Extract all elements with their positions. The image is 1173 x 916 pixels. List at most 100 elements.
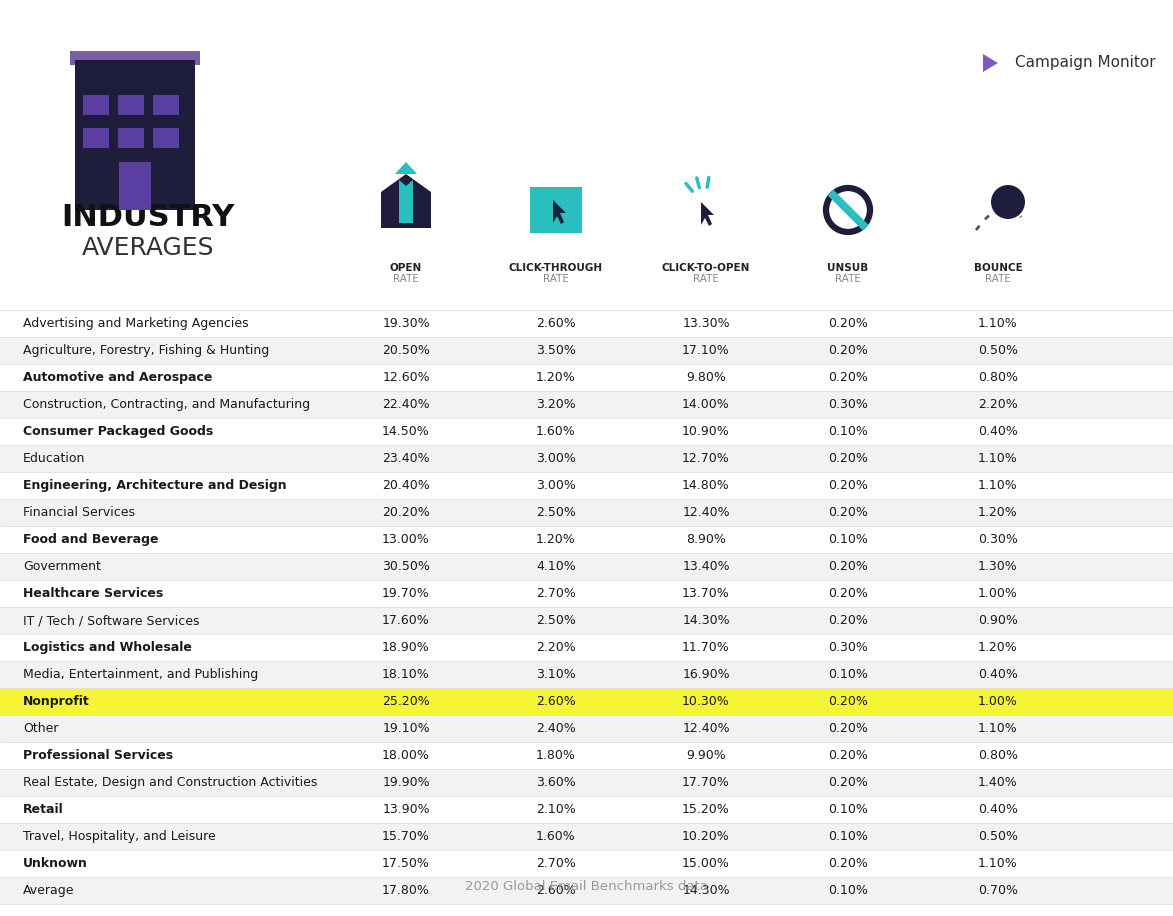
Text: 19.10%: 19.10% bbox=[382, 722, 429, 735]
Text: 2.60%: 2.60% bbox=[536, 884, 576, 897]
Text: 1.80%: 1.80% bbox=[536, 749, 576, 762]
Text: RATE: RATE bbox=[985, 274, 1011, 284]
Text: 2.50%: 2.50% bbox=[536, 614, 576, 627]
Text: 1.40%: 1.40% bbox=[978, 776, 1018, 789]
Bar bbox=[381, 192, 430, 228]
Text: 3.00%: 3.00% bbox=[536, 452, 576, 465]
Text: 0.30%: 0.30% bbox=[828, 641, 868, 654]
Text: 17.10%: 17.10% bbox=[683, 344, 730, 357]
Text: 0.70%: 0.70% bbox=[978, 884, 1018, 897]
Text: 12.70%: 12.70% bbox=[683, 452, 730, 465]
Text: 0.20%: 0.20% bbox=[828, 695, 868, 708]
Text: Retail: Retail bbox=[23, 803, 63, 816]
Text: 19.90%: 19.90% bbox=[382, 776, 429, 789]
Text: 0.20%: 0.20% bbox=[828, 749, 868, 762]
Text: OPEN: OPEN bbox=[389, 263, 422, 273]
Text: 17.80%: 17.80% bbox=[382, 884, 430, 897]
Text: 3.50%: 3.50% bbox=[536, 344, 576, 357]
Text: 13.30%: 13.30% bbox=[683, 317, 730, 330]
Text: Financial Services: Financial Services bbox=[23, 506, 135, 519]
Text: 12.40%: 12.40% bbox=[683, 506, 730, 519]
Text: 1.10%: 1.10% bbox=[978, 857, 1018, 870]
Text: 0.20%: 0.20% bbox=[828, 317, 868, 330]
Text: 2.50%: 2.50% bbox=[536, 506, 576, 519]
Text: Government: Government bbox=[23, 560, 101, 573]
Text: 0.20%: 0.20% bbox=[828, 344, 868, 357]
Text: 3.10%: 3.10% bbox=[536, 668, 576, 681]
Text: 2.20%: 2.20% bbox=[536, 641, 576, 654]
Text: 1.20%: 1.20% bbox=[978, 641, 1018, 654]
Text: 1.10%: 1.10% bbox=[978, 479, 1018, 492]
Text: INDUSTRY: INDUSTRY bbox=[61, 203, 235, 233]
Text: 0.10%: 0.10% bbox=[828, 425, 868, 438]
Text: 14.30%: 14.30% bbox=[683, 614, 730, 627]
Text: 0.20%: 0.20% bbox=[828, 371, 868, 384]
Bar bbox=[0, 337, 1173, 364]
Text: RATE: RATE bbox=[693, 274, 719, 284]
Text: 20.20%: 20.20% bbox=[382, 506, 429, 519]
Bar bbox=[118, 95, 144, 115]
Polygon shape bbox=[552, 200, 567, 224]
Text: 1.00%: 1.00% bbox=[978, 695, 1018, 708]
Text: 1.60%: 1.60% bbox=[536, 830, 576, 843]
Text: 9.90%: 9.90% bbox=[686, 749, 726, 762]
Text: Education: Education bbox=[23, 452, 86, 465]
Text: 2.70%: 2.70% bbox=[536, 857, 576, 870]
Bar bbox=[75, 60, 195, 210]
Bar bbox=[0, 850, 1173, 877]
Text: 2.60%: 2.60% bbox=[536, 317, 576, 330]
Text: 1.10%: 1.10% bbox=[978, 452, 1018, 465]
Text: 25.20%: 25.20% bbox=[382, 695, 429, 708]
Text: 19.70%: 19.70% bbox=[382, 587, 429, 600]
Text: 0.30%: 0.30% bbox=[978, 533, 1018, 546]
Bar bbox=[152, 95, 179, 115]
Text: Healthcare Services: Healthcare Services bbox=[23, 587, 163, 600]
Text: 13.00%: 13.00% bbox=[382, 533, 429, 546]
Text: 0.80%: 0.80% bbox=[978, 371, 1018, 384]
Text: 1.10%: 1.10% bbox=[978, 317, 1018, 330]
Text: 0.20%: 0.20% bbox=[828, 452, 868, 465]
Bar bbox=[0, 310, 1173, 337]
Bar bbox=[152, 128, 179, 148]
Text: RATE: RATE bbox=[543, 274, 569, 284]
Text: 2.40%: 2.40% bbox=[536, 722, 576, 735]
Text: CLICK-THROUGH: CLICK-THROUGH bbox=[509, 263, 603, 273]
Text: 18.90%: 18.90% bbox=[382, 641, 429, 654]
Text: 15.70%: 15.70% bbox=[382, 830, 430, 843]
Bar bbox=[0, 391, 1173, 418]
Text: 12.60%: 12.60% bbox=[382, 371, 429, 384]
Text: RATE: RATE bbox=[393, 274, 419, 284]
Text: Automotive and Aerospace: Automotive and Aerospace bbox=[23, 371, 212, 384]
Bar bbox=[0, 823, 1173, 850]
Text: 0.20%: 0.20% bbox=[828, 722, 868, 735]
Polygon shape bbox=[381, 174, 430, 192]
Bar bbox=[118, 162, 151, 210]
Bar bbox=[530, 187, 582, 233]
Text: 18.00%: 18.00% bbox=[382, 749, 430, 762]
Text: 0.50%: 0.50% bbox=[978, 344, 1018, 357]
Text: 3.20%: 3.20% bbox=[536, 398, 576, 411]
Text: 3.00%: 3.00% bbox=[536, 479, 576, 492]
Text: 0.90%: 0.90% bbox=[978, 614, 1018, 627]
Bar bbox=[0, 526, 1173, 553]
Text: 0.40%: 0.40% bbox=[978, 425, 1018, 438]
Text: Professional Services: Professional Services bbox=[23, 749, 174, 762]
Text: 12.40%: 12.40% bbox=[683, 722, 730, 735]
Text: Unknown: Unknown bbox=[23, 857, 88, 870]
Text: Campaign Monitor: Campaign Monitor bbox=[1015, 56, 1155, 71]
Text: 10.90%: 10.90% bbox=[683, 425, 730, 438]
Text: 10.30%: 10.30% bbox=[683, 695, 730, 708]
Text: 0.10%: 0.10% bbox=[828, 668, 868, 681]
Bar bbox=[0, 688, 1173, 715]
Bar bbox=[0, 499, 1173, 526]
Text: CLICK-TO-OPEN: CLICK-TO-OPEN bbox=[662, 263, 751, 273]
Bar bbox=[0, 472, 1173, 499]
Bar bbox=[0, 364, 1173, 391]
Text: 15.00%: 15.00% bbox=[682, 857, 730, 870]
Text: 0.20%: 0.20% bbox=[828, 506, 868, 519]
Text: Construction, Contracting, and Manufacturing: Construction, Contracting, and Manufactu… bbox=[23, 398, 310, 411]
Bar bbox=[118, 128, 144, 148]
Text: 18.10%: 18.10% bbox=[382, 668, 429, 681]
Text: 16.90%: 16.90% bbox=[683, 668, 730, 681]
Bar bbox=[0, 661, 1173, 688]
